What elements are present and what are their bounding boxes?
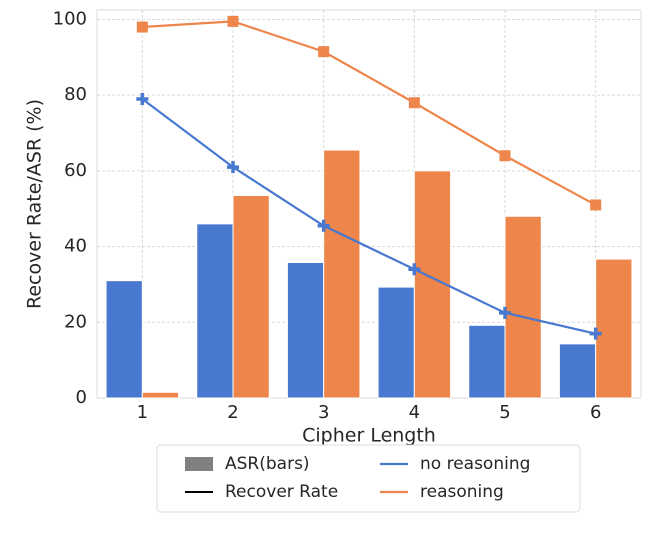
marker — [227, 161, 239, 174]
x-tick-label: 6 — [590, 402, 601, 423]
marker — [408, 263, 421, 276]
marker — [136, 21, 148, 33]
line — [142, 20, 597, 206]
y-tick-label: 60 — [64, 160, 87, 181]
y-tick-label: 0 — [76, 387, 87, 408]
bar — [323, 149, 361, 399]
y-tick-label: 40 — [64, 236, 87, 257]
plot-area — [96, 9, 642, 399]
x-tick-label: 2 — [227, 402, 238, 423]
marker — [499, 150, 511, 162]
marker — [227, 15, 239, 27]
bar — [595, 258, 633, 399]
marker — [136, 92, 149, 105]
x-tick-label: 4 — [409, 402, 420, 423]
line — [141, 98, 596, 335]
y-tick-label: 20 — [64, 311, 87, 332]
y-tick-label: 80 — [64, 84, 87, 105]
bar — [286, 261, 325, 399]
legend — [156, 444, 581, 513]
legend-patch — [185, 457, 213, 471]
x-tick-label: 1 — [137, 402, 148, 423]
y-axis-label: Recover Rate/ASR (%) — [24, 99, 46, 309]
marker — [408, 97, 420, 109]
x-axis-label: Cipher Length — [302, 425, 436, 447]
marker — [499, 306, 511, 319]
legend-label: ASR(bars) — [225, 454, 310, 474]
bar — [468, 324, 506, 399]
marker — [590, 199, 602, 211]
legend-label: reasoning — [420, 482, 504, 502]
bar — [196, 223, 234, 399]
bar — [232, 194, 270, 399]
marker — [317, 219, 330, 232]
legend-label: Recover Rate — [225, 482, 338, 502]
legend-label: no reasoning — [420, 454, 530, 474]
marker — [589, 327, 602, 340]
x-tick-label: 3 — [318, 402, 329, 423]
bar — [141, 391, 180, 399]
bar — [504, 215, 542, 399]
bar — [105, 280, 143, 399]
y-tick-label: 100 — [53, 8, 87, 29]
bar — [377, 286, 415, 399]
bar — [558, 343, 597, 399]
marker — [318, 46, 330, 58]
x-tick-label: 5 — [499, 402, 510, 423]
